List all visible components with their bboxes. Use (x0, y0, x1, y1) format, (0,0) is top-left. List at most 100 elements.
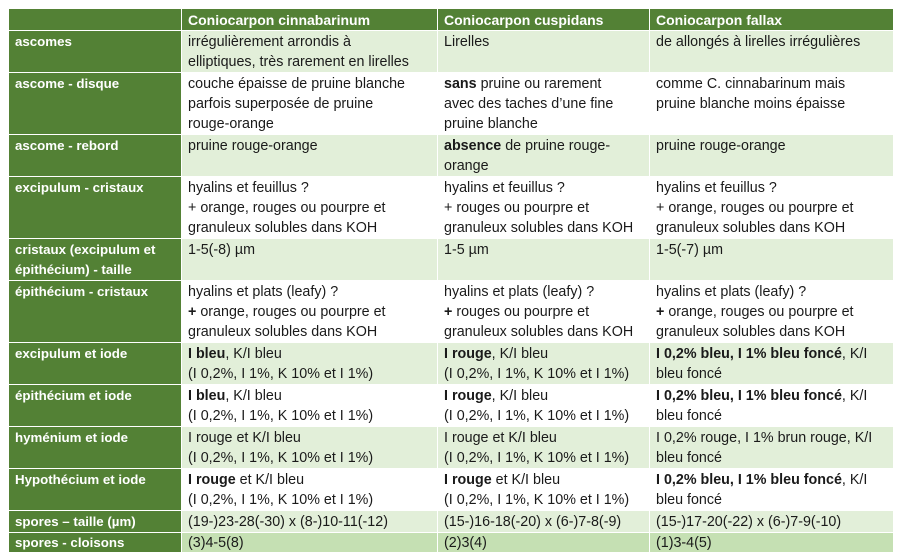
table-cell: (15-)17-20(-22) x (6-)7-9(-10) (649, 510, 894, 533)
comparison-table: Coniocarpon cinnabarinum Coniocarpon cus… (8, 8, 894, 553)
bold-text: + (444, 304, 453, 320)
cell-line: bleu foncé (656, 450, 722, 466)
cell-line: (I 0,2%, I 1%, K 10% et I 1%) (188, 450, 374, 466)
cell-line: I rouge et K/I bleu (188, 470, 433, 490)
cell-line: bleu foncé (656, 408, 722, 424)
table-cell: I rouge et K/I bleu (I 0,2%, I 1%, K 10% … (437, 468, 650, 511)
cell-line: I rouge, K/I bleu (444, 344, 645, 364)
regular-text: et K/I bleu (491, 472, 561, 488)
table-cell: I 0,2% bleu, I 1% bleu foncé, K/I bleu fo… (649, 342, 894, 385)
cell-line: elliptiques, très rarement en lirelles (188, 54, 409, 70)
cell-line: absence de pruine rouge- (444, 136, 645, 156)
cell-line: (I 0,2%, I 1%, K 10% et I 1%) (188, 408, 374, 424)
cell-line: (I 0,2%, I 1%, K 10% et I 1%) (444, 366, 630, 382)
table-cell: (2)3(4) (437, 532, 650, 553)
regular-text: , K/I bleu (491, 346, 549, 362)
cell-line: 1-5(-7) µm (656, 242, 724, 258)
header-species-1: Coniocarpon cinnabarinum (181, 8, 438, 31)
cell-line: + orange, rouges ou pourpre et (188, 302, 433, 322)
cell-line: pruine rouge-orange (656, 138, 786, 154)
regular-text: , K/I (841, 388, 868, 404)
bold-text: + (656, 304, 665, 320)
header-row: Coniocarpon cinnabarinum Coniocarpon cus… (8, 8, 894, 31)
table-cell: Lirelles (437, 30, 650, 73)
table-cell: hyalins et plats (leafy) ? + orange, roug… (649, 280, 894, 343)
cell-line: (3)4-5(8) (188, 535, 244, 551)
cell-line: granuleux solubles dans KOH (444, 324, 634, 340)
bold-text: I 0,2% bleu, I 1% bleu foncé (656, 388, 842, 404)
table-row: spores – taille (µm) (19-)23-28(-30) x (8… (8, 510, 894, 533)
regular-text: rouges ou pourpre et (452, 304, 590, 320)
table-cell: hyalins et feuillus ? + orange, rouges ou… (181, 176, 438, 239)
bold-text: I rouge (444, 472, 492, 488)
cell-line: rouge-orange (188, 116, 274, 132)
regular-text: orange, rouges ou pourpre et (664, 304, 854, 320)
cell-line: I 0,2% rouge, I 1% brun rouge, K/I (656, 430, 873, 446)
regular-text: et K/I bleu (235, 472, 305, 488)
cell-line: (1)3-4(5) (656, 535, 712, 551)
table-cell: hyalins et plats (leafy) ? + orange, roug… (181, 280, 438, 343)
cell-line: parfois superposée de pruine (188, 96, 374, 112)
cell-line: sans pruine ou rarement (444, 74, 645, 94)
header-corner (8, 8, 182, 31)
regular-text: , K/I (841, 472, 868, 488)
table-cell: de allongés à lirelles irrégulières (649, 30, 894, 73)
cell-line: (I 0,2%, I 1%, K 10% et I 1%) (188, 492, 374, 508)
cell-line: I rouge et K/I bleu (188, 430, 301, 446)
row-header: ascome - disque (8, 72, 182, 135)
bold-text: I 0,2% bleu, I 1% bleu foncé (656, 346, 842, 362)
cell-line: avec des taches d’une fine (444, 96, 614, 112)
cell-line: hyalins et feuillus ? (444, 180, 565, 196)
table-cell: I rouge et K/I bleu (I 0,2%, I 1%, K 10% … (181, 468, 438, 511)
regular-text: , K/I bleu (225, 346, 282, 362)
table-cell: 1-5(-7) µm (649, 238, 894, 281)
table-cell: I rouge et K/I bleu (I 0,2%, I 1%, K 10% … (437, 426, 650, 469)
table-row: excipulum et iode I bleu, K/I bleu (I 0,2%… (8, 342, 894, 385)
table-cell: I bleu, K/I bleu (I 0,2%, I 1%, K 10% et … (181, 342, 438, 385)
bold-text: sans (444, 76, 477, 92)
regular-text: de pruine rouge- (501, 138, 611, 154)
bold-text: I 0,2% bleu, I 1% bleu foncé (656, 472, 842, 488)
table-cell: couche épaisse de pruine blanche parfois … (181, 72, 438, 135)
cell-line: 1-5(-8) µm (188, 242, 256, 258)
bold-text: absence (444, 138, 502, 154)
cell-line: bleu foncé (656, 366, 722, 382)
cell-line: hyalins et feuillus ? (656, 180, 777, 196)
table-cell: hyalins et feuillus ? + rouges ou pourpre… (437, 176, 650, 239)
cell-line: I 0,2% bleu, I 1% bleu foncé, K/I (656, 470, 889, 490)
cell-line: I 0,2% bleu, I 1% bleu foncé, K/I (656, 386, 889, 406)
cell-line: + orange, rouges ou pourpre et (188, 200, 386, 216)
cell-line: (I 0,2%, I 1%, K 10% et I 1%) (444, 492, 630, 508)
table-cell: (15-)16-18(-20) x (6-)7-8(-9) (437, 510, 650, 533)
table-cell: (19-)23-28(-30) x (8-)10-11(-12) (181, 510, 438, 533)
cell-line: comme C. cinnabarinum mais (656, 76, 846, 92)
row-header: spores - cloisons (8, 532, 182, 553)
row-header: épithécium et iode (8, 384, 182, 427)
table-row: cristaux (excipulum et épithécium) - tai… (8, 238, 894, 281)
cell-line: granuleux solubles dans KOH (444, 220, 634, 236)
table-cell: comme C. cinnabarinum mais pruine blanche… (649, 72, 894, 135)
cell-line: (15-)16-18(-20) x (6-)7-8(-9) (444, 514, 622, 530)
row-header: ascomes (8, 30, 182, 73)
cell-line: (15-)17-20(-22) x (6-)7-9(-10) (656, 514, 842, 530)
row-header: épithécium - cristaux (8, 280, 182, 343)
table-cell: 1-5(-8) µm (181, 238, 438, 281)
cell-line: I 0,2% bleu, I 1% bleu foncé, K/I (656, 344, 889, 364)
regular-text: orange, rouges ou pourpre et (196, 304, 386, 320)
table-cell: 1-5 µm (437, 238, 650, 281)
cell-line: granuleux solubles dans KOH (188, 220, 378, 236)
table-cell: pruine rouge-orange (181, 134, 438, 177)
table-row: Hypothécium et iode I rouge et K/I bleu (I… (8, 468, 894, 511)
table-cell: hyalins et feuillus ? + orange, rouges ou… (649, 176, 894, 239)
row-header: cristaux (excipulum et épithécium) - tai… (8, 238, 182, 281)
table-cell: I rouge, K/I bleu (I 0,2%, I 1%, K 10% et… (437, 342, 650, 385)
header-species-3: Coniocarpon fallax (649, 8, 894, 31)
cell-line: I rouge, K/I bleu (444, 386, 645, 406)
regular-text: , K/I (841, 346, 868, 362)
cell-line: hyalins et feuillus ? (188, 180, 309, 196)
cell-line: (2)3(4) (444, 535, 487, 551)
table-cell: (1)3-4(5) (649, 532, 894, 553)
header-species-2: Coniocarpon cuspidans (437, 8, 650, 31)
table-cell: I 0,2% rouge, I 1% brun rouge, K/I bleu f… (649, 426, 894, 469)
table-cell: sans pruine ou rarement avec des taches d… (437, 72, 650, 135)
